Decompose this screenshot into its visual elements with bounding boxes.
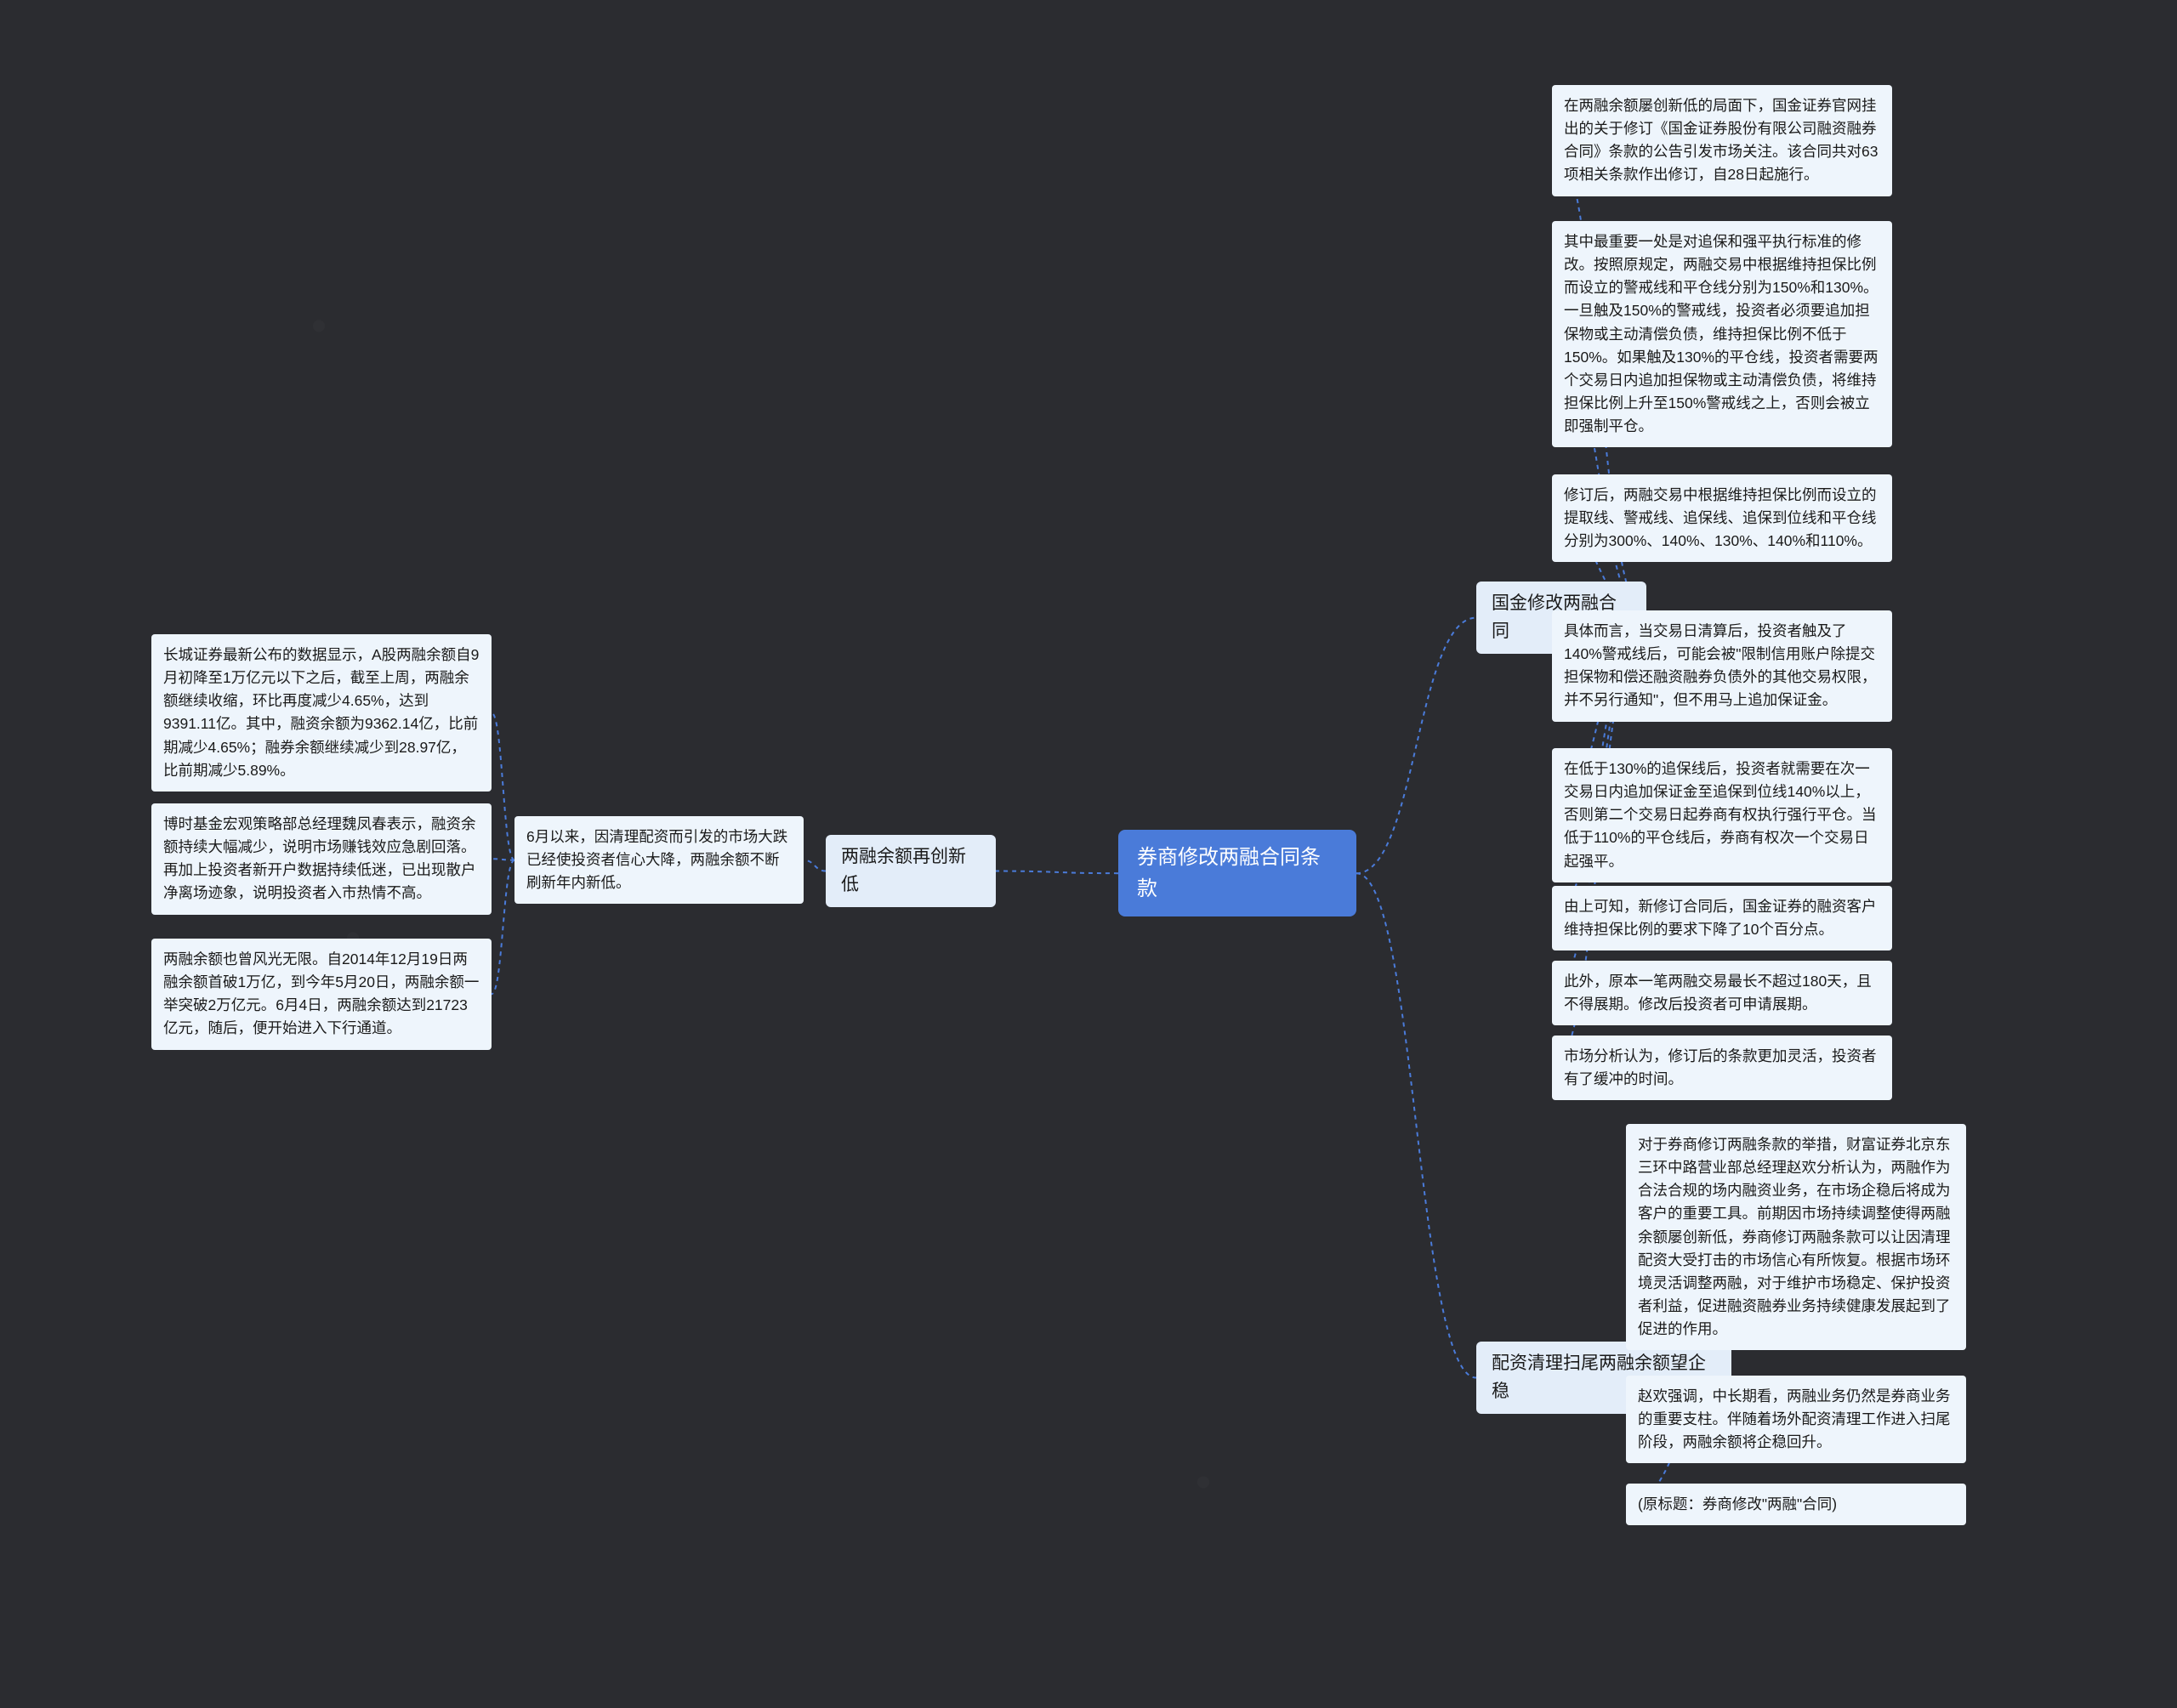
leaf-right1-2: 修订后，两融交易中根据维持担保比例而设立的提取线、警戒线、追保线、追保到位线和平…	[1552, 474, 1892, 562]
leaf-left1-0-0: 长城证券最新公布的数据显示，A股两融余额自9月初降至1万亿元以下之后，截至上周，…	[151, 634, 492, 792]
watermark: .	[306, 238, 337, 355]
leaf-right2-2: (原标题：券商修改"两融"合同)	[1626, 1484, 1966, 1525]
sub-left1-0: 6月以来，因清理配资而引发的市场大跌已经使投资者信心大降，两融余额不断刷新年内新…	[514, 816, 804, 904]
leaf-left1-0-2: 两融余额也曾风光无限。自2014年12月19日两融余额首破1万亿，到今年5月20…	[151, 939, 492, 1050]
root-node: 券商修改两融合同条款	[1118, 830, 1356, 916]
leaf-right1-6: 此外，原本一笔两融交易最长不超过180天，且不得展期。修改后投资者可申请展期。	[1552, 961, 1892, 1025]
leaf-right1-1: 其中最重要一处是对追保和强平执行标准的修改。按照原规定，两融交易中根据维持担保比…	[1552, 221, 1892, 447]
branch-left1: 两融余额再创新低	[826, 835, 996, 907]
leaf-left1-0-1: 博时基金宏观策略部总经理魏凤春表示，融资余额持续大幅减少，说明市场赚钱效应急剧回…	[151, 803, 492, 915]
leaf-right1-0: 在两融余额屡创新低的局面下，国金证券官网挂出的关于修订《国金证券股份有限公司融资…	[1552, 85, 1892, 196]
leaf-right2-0: 对于券商修订两融条款的举措，财富证券北京东三环中路营业部总经理赵欢分析认为，两融…	[1626, 1124, 1966, 1350]
leaf-right1-3: 具体而言，当交易日清算后，投资者触及了140%警戒线后，可能会被"限制信用账户除…	[1552, 610, 1892, 722]
leaf-right2-1: 赵欢强调，中长期看，两融业务仍然是券商业务的重要支柱。伴随着场外配资清理工作进入…	[1626, 1376, 1966, 1463]
watermark: .	[1191, 1394, 1221, 1512]
leaf-right1-4: 在低于130%的追保线后，投资者就需要在次一交易日内追加保证金至追保到位线140…	[1552, 748, 1892, 882]
leaf-right1-5: 由上可知，新修订合同后，国金证券的融资客户维持担保比例的要求下降了10个百分点。	[1552, 886, 1892, 950]
leaf-right1-7: 市场分析认为，修订后的条款更加灵活，投资者有了缓冲的时间。	[1552, 1036, 1892, 1100]
